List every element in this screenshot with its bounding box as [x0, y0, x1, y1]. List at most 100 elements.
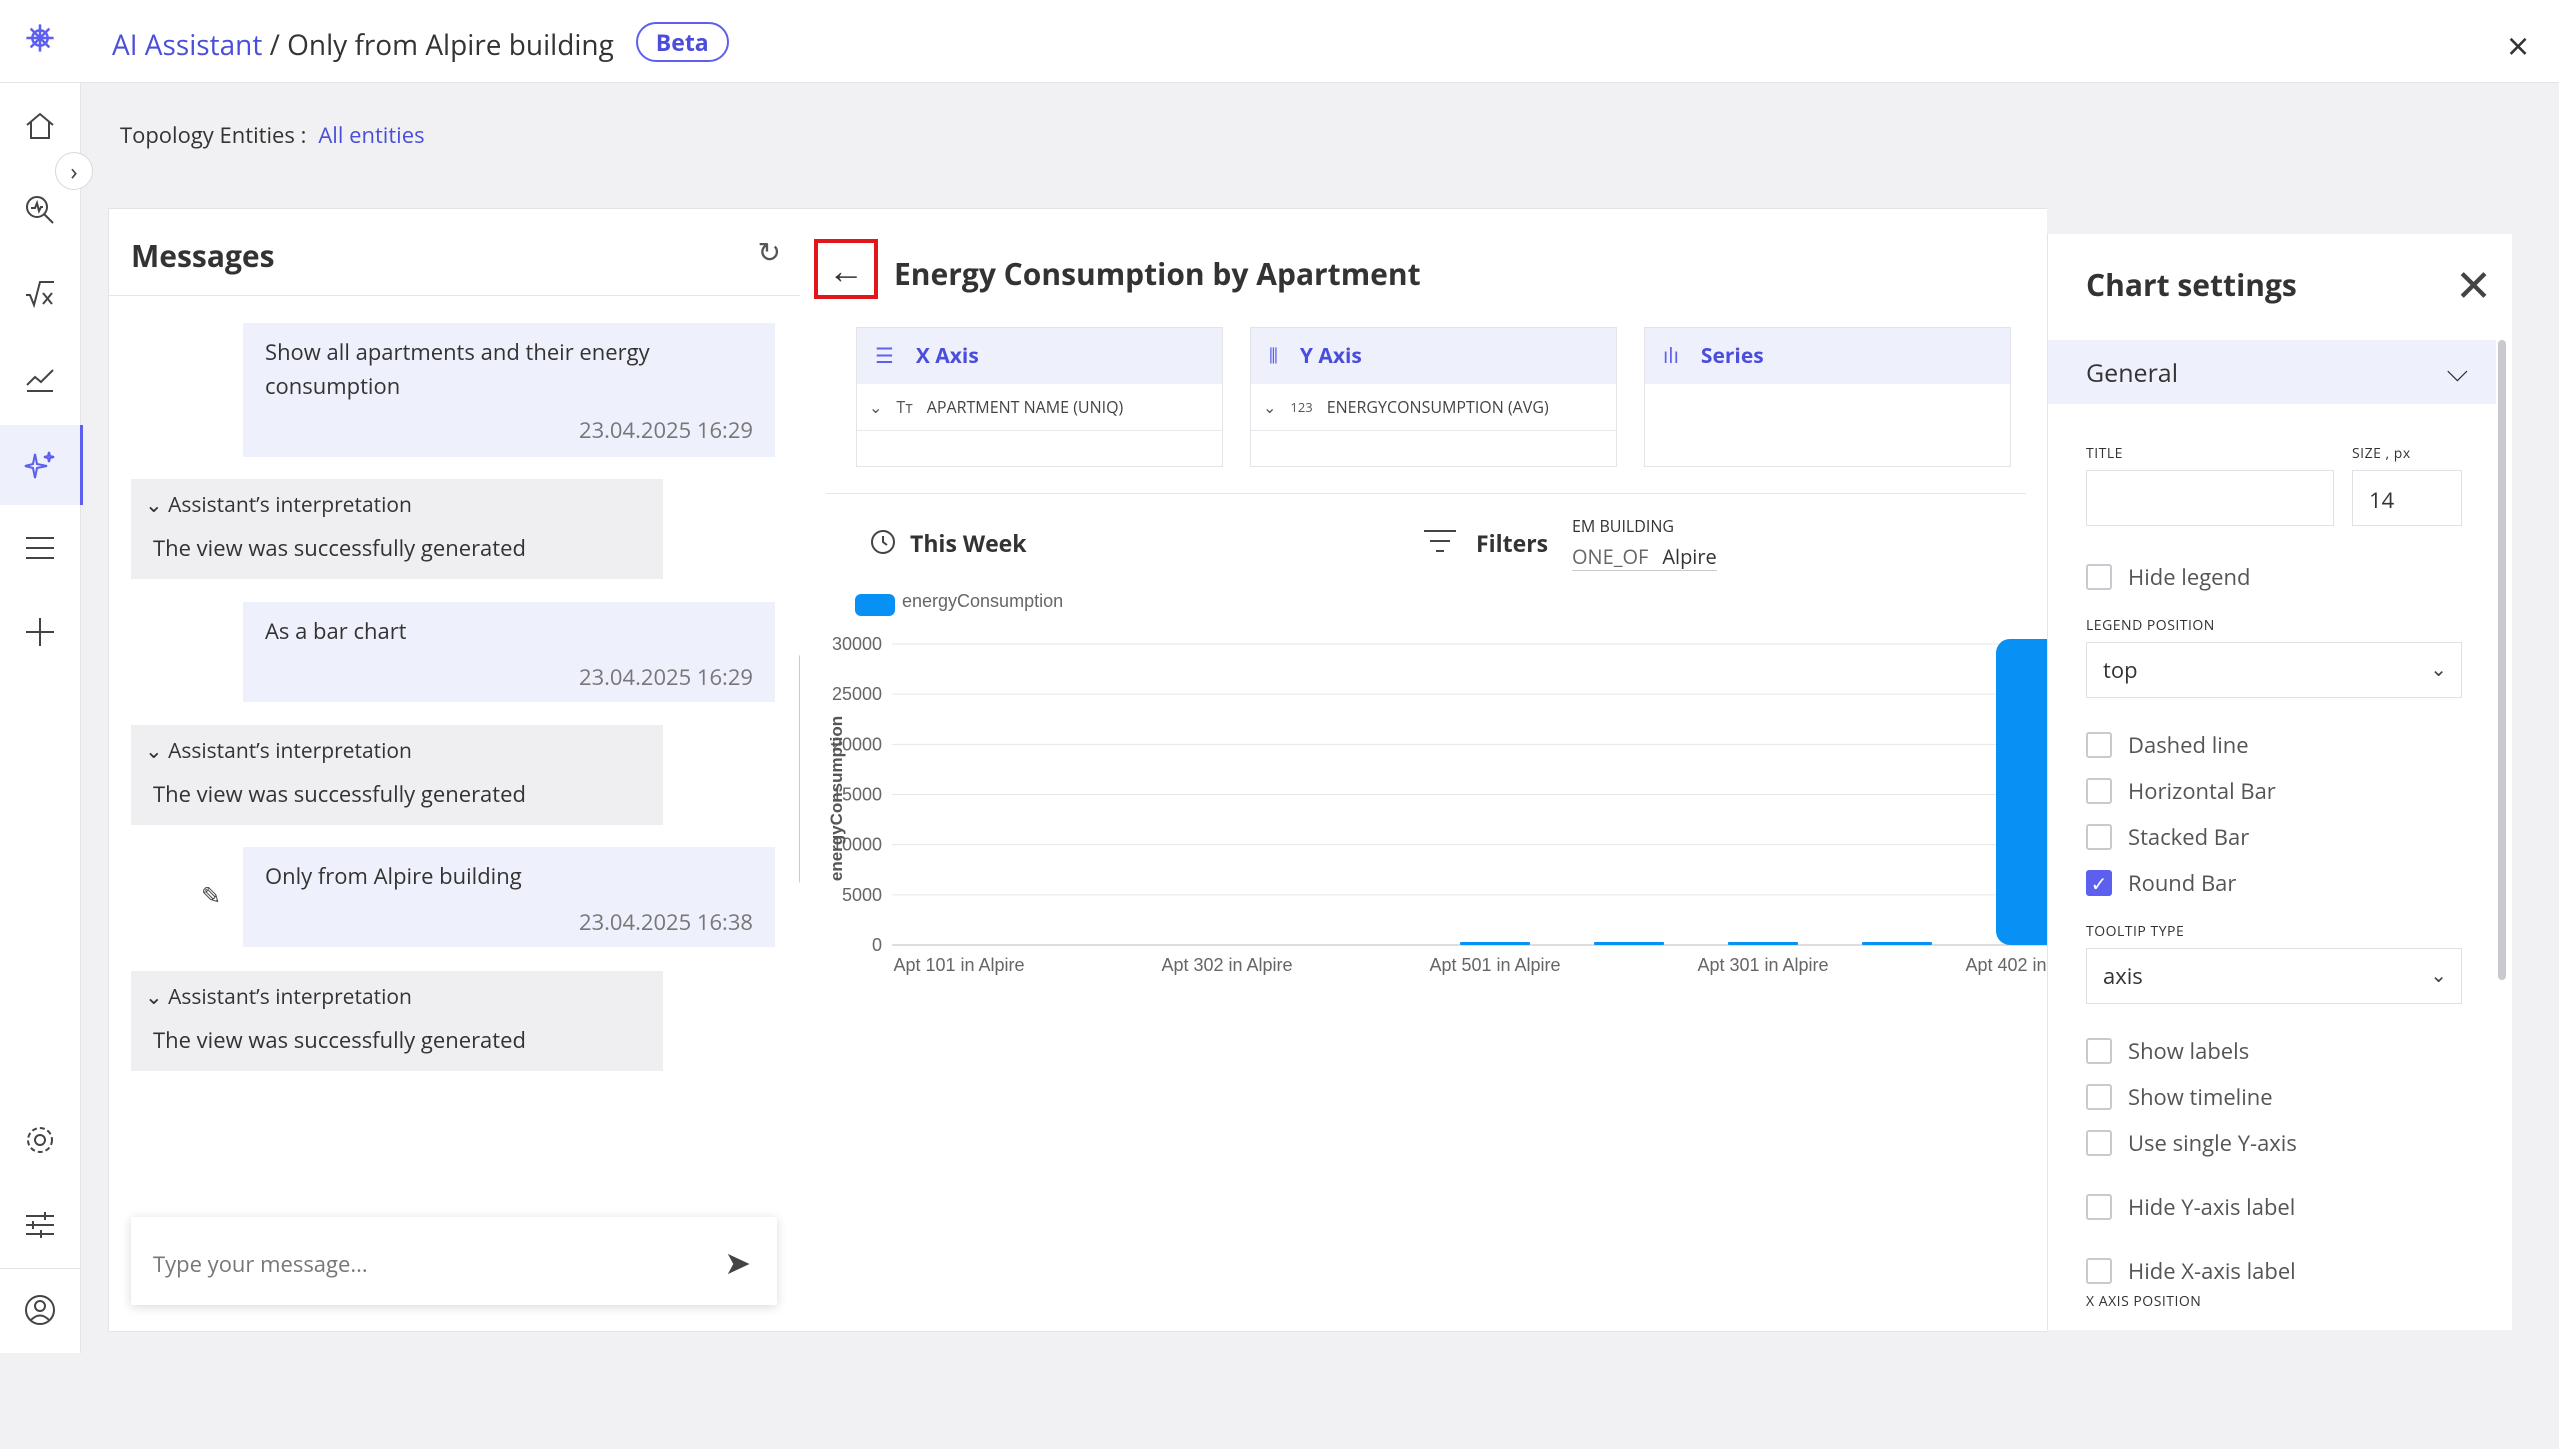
beta-badge: Beta [635, 22, 729, 62]
user-message: Only from Alpire building 23.04.2025 16:… [243, 847, 775, 947]
user-account-icon[interactable] [20, 1290, 60, 1330]
chart-panel: ← Energy Consumption by Apartment ☰ X Axi… [800, 208, 2047, 1332]
assistant-interpretation[interactable]: ⌄ Assistant’s interpretation The view wa… [131, 725, 663, 825]
x-tick-label: Apt 101 in Alpire [893, 955, 1024, 975]
filter-icon[interactable] [1422, 527, 1458, 557]
interpretation-heading: ⌄ Assistant’s interpretation [145, 491, 412, 519]
expand-nav-chevron-icon[interactable]: › [55, 152, 93, 190]
title-label: TITLE [2086, 444, 2123, 463]
show-labels-checkbox[interactable]: Show labels [2086, 1036, 2249, 1066]
dashed-line-checkbox[interactable]: Dashed line [2086, 730, 2249, 760]
app-logo-icon[interactable] [20, 18, 60, 58]
settings-gear-icon[interactable] [20, 1120, 60, 1160]
size-label: SIZE , px [2352, 444, 2411, 463]
y-axis-field[interactable]: ⌄ 123 ENERGYCONSUMPTION (AVG) [1251, 384, 1616, 431]
home-icon[interactable] [20, 106, 60, 146]
filters-button[interactable]: Filters [1476, 527, 1549, 559]
message-timestamp: 23.04.2025 16:29 [578, 662, 753, 692]
add-icon[interactable] [20, 612, 60, 652]
hide-legend-checkbox[interactable]: Hide legend [2086, 562, 2250, 592]
x-axis-field[interactable]: ⌄ Tт APARTMENT NAME (UNIQ) [857, 384, 1222, 431]
send-icon[interactable]: ➤ [724, 1241, 751, 1284]
edit-pencil-icon[interactable]: ✎ [201, 879, 222, 912]
y-axis-label: energyConsumption [827, 716, 846, 881]
refresh-icon[interactable]: ↻ [757, 233, 781, 271]
size-input[interactable]: 14 [2352, 470, 2462, 526]
message-input[interactable]: Type your message... ➤ [131, 1217, 777, 1305]
bar [1728, 942, 1798, 945]
filter-chip[interactable]: EM BUILDING ONE_OF Alpire [1572, 515, 1717, 571]
x-tick-label: Apt 402 in Alpire [1965, 955, 2047, 975]
tooltip-type-label: TOOLTIP TYPE [2086, 922, 2185, 941]
hide-y-axis-label-checkbox[interactable]: Hide Y-axis label [2086, 1192, 2295, 1222]
divider [109, 295, 801, 296]
menu-list-icon[interactable] [20, 528, 60, 568]
chevron-down-icon: ⌄ [869, 396, 883, 418]
assistant-interpretation[interactable]: ⌄ Assistant’s interpretation The view wa… [131, 971, 663, 1071]
messages-panel: Messages ↻ Show all apartments and their… [108, 208, 805, 1332]
message-timestamp: 23.04.2025 16:29 [578, 415, 753, 445]
message-timestamp: 23.04.2025 16:38 [578, 907, 753, 937]
legend-position-label: LEGEND POSITION [2086, 616, 2215, 635]
interpretation-body: The view was successfully generated [153, 779, 526, 809]
search-analytics-icon[interactable] [20, 190, 60, 230]
bar [1594, 942, 1664, 945]
show-timeline-checkbox[interactable]: Show timeline [2086, 1082, 2273, 1112]
interpretation-body: The view was successfully generated [153, 533, 526, 563]
hide-x-axis-label-checkbox[interactable]: Hide X-axis label [2086, 1256, 2296, 1286]
chevron-down-icon: ⌵ [2446, 352, 2468, 390]
number-type-icon: 123 [1290, 398, 1313, 416]
ai-sparkle-icon[interactable] [20, 445, 60, 485]
stacked-bar-checkbox[interactable]: Stacked Bar [2086, 822, 2249, 852]
y-axis-config[interactable]: ⫴ Y Axis ⌄ 123 ENERGYCONSUMPTION (AVG) [1250, 327, 1617, 467]
page-title: Only from Alpire building [287, 26, 614, 64]
bar [1862, 942, 1932, 945]
close-icon[interactable]: × [2507, 20, 2529, 72]
list-icon: ☰ [875, 342, 894, 370]
y-tick-label: 15000 [832, 785, 882, 805]
assistant-interpretation[interactable]: ⌄ Assistant’s interpretation The view wa… [131, 479, 663, 579]
message-text: Show all apartments and their energy con… [265, 337, 650, 401]
filter-operator: ONE_OF [1572, 543, 1649, 570]
tooltip-type-select[interactable]: axis ⌄ [2086, 948, 2462, 1004]
use-single-y-axis-checkbox[interactable]: Use single Y-axis [2086, 1128, 2297, 1158]
messages-title: Messages [131, 235, 275, 276]
settings-scrollbar[interactable] [2498, 340, 2506, 980]
y-tick-label: 30000 [832, 634, 882, 654]
title-input[interactable] [2086, 470, 2334, 526]
x-axis-config[interactable]: ☰ X Axis ⌄ Tт APARTMENT NAME (UNIQ) [856, 327, 1223, 467]
filter-value: Alpire [1662, 543, 1717, 570]
sliders-icon[interactable] [20, 1205, 60, 1245]
general-section-header[interactable]: General ⌵ [2048, 340, 2496, 404]
left-nav-rail [0, 0, 83, 1353]
general-section-label: General [2086, 356, 2179, 390]
y-tick-label: 5000 [842, 885, 882, 905]
formula-icon[interactable] [20, 274, 60, 314]
check-icon: ✓ [2086, 870, 2112, 897]
legend-position-select[interactable]: top ⌄ [2086, 642, 2462, 698]
message-input-placeholder: Type your message... [153, 1249, 368, 1279]
y-tick-label: 10000 [832, 835, 882, 855]
series-config[interactable]: ılı Series [1644, 327, 2011, 467]
x-axis-position-label: X AXIS POSITION [2086, 1292, 2202, 1311]
filter-name: EM BUILDING [1572, 515, 1675, 537]
interpretation-body: The view was successfully generated [153, 1025, 526, 1055]
tooltip-type-value: axis [2103, 961, 2143, 991]
settings-title: Chart settings [2086, 264, 2297, 305]
close-settings-icon[interactable]: ✕ [2455, 254, 2492, 314]
legend-label[interactable]: energyConsumption [902, 591, 1064, 611]
rail-divider [0, 82, 80, 83]
chevron-down-icon: ⌄ [2430, 655, 2447, 682]
period-selector[interactable]: This Week [910, 527, 1027, 559]
user-message: As a bar chart 23.04.2025 16:29 [243, 602, 775, 702]
back-arrow-icon[interactable]: ← [814, 239, 878, 299]
x-tick-label: Apt 302 in Alpire [1161, 955, 1292, 975]
breadcrumb-ai-assistant-link[interactable]: AI Assistant [112, 26, 263, 64]
y-tick-label: 25000 [832, 684, 882, 704]
topology-entities-link[interactable]: All entities [318, 120, 425, 150]
chevron-down-icon: ⌄ [1263, 396, 1277, 418]
horizontal-bar-checkbox[interactable]: Horizontal Bar [2086, 776, 2276, 806]
message-text: As a bar chart [265, 616, 407, 646]
round-bar-checkbox[interactable]: ✓ Round Bar [2086, 868, 2236, 898]
trend-chart-icon[interactable] [20, 358, 60, 398]
